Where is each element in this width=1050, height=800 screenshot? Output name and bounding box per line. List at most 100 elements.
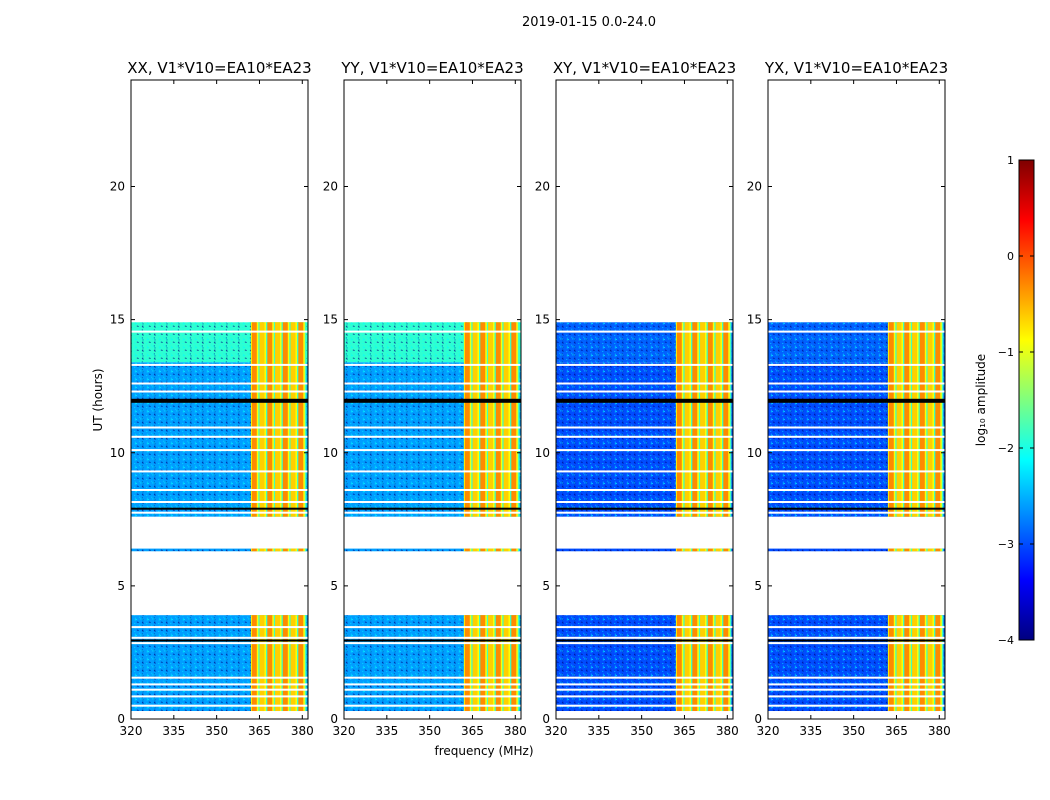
gap-line [556, 642, 733, 645]
rfi-separator [517, 548, 520, 552]
rfi-separator [502, 615, 504, 712]
rfi-stripe [684, 548, 690, 552]
rfi-separator [502, 548, 504, 552]
gap-line [131, 363, 308, 366]
gap-line [768, 489, 945, 491]
rfi-separator [517, 615, 520, 712]
heatmap-image [344, 322, 521, 712]
flagged-line [131, 507, 308, 510]
gap-line [768, 382, 945, 385]
x-tick-label: 380 [504, 724, 527, 738]
noise-texture [768, 548, 945, 552]
rfi-separator [297, 322, 299, 517]
y-tick-label: 15 [535, 313, 550, 327]
rfi-separator [934, 615, 936, 712]
axes-frame [343, 79, 522, 720]
gap-line [556, 390, 733, 393]
y-tick-label: 15 [110, 313, 125, 327]
rfi-stripe [290, 615, 296, 712]
x-tick-label: 320 [120, 724, 143, 738]
flagged-line [768, 639, 945, 642]
rfi-separator [486, 615, 489, 712]
gap-line [344, 435, 521, 438]
gap-line [344, 511, 521, 514]
rfi-separator [281, 548, 284, 552]
gap-line [131, 695, 308, 698]
gap-line [344, 683, 521, 686]
rfi-separator [479, 322, 481, 517]
rfi-separator [729, 548, 732, 552]
panel-title: XY, V1*V10=EA10*EA23 [553, 59, 736, 77]
rfi-separator [714, 615, 716, 712]
x-axis-label: frequency (MHz) [434, 744, 533, 758]
x-tick-label: 335 [162, 724, 185, 738]
gap-line [768, 688, 945, 691]
rfi-stripe [488, 548, 493, 552]
rfi-separator [903, 615, 905, 712]
rfi-separator [722, 322, 724, 517]
panel-title: XX, V1*V10=EA10*EA23 [127, 59, 311, 77]
rfi-separator [502, 322, 504, 517]
rfi-separator [266, 615, 268, 712]
rfi-stripe [888, 548, 894, 552]
flagged-line [344, 639, 521, 642]
rfi-separator [729, 322, 732, 517]
rfi-separator [895, 322, 897, 517]
rfi-stripe [298, 548, 304, 552]
rfi-stripe [912, 322, 917, 517]
rfi-stripe [259, 615, 265, 712]
rfi-stripe [488, 322, 493, 517]
rfi-stripe [511, 548, 517, 552]
rfi-separator [281, 615, 284, 712]
rfi-stripe [896, 548, 902, 552]
panel-xy: XY, V1*V10=EA10*EA23 320 335 350 365 380 0 5 10 1… [535, 59, 739, 738]
gap-line [344, 636, 521, 639]
x-tick-label: 335 [587, 724, 610, 738]
rfi-separator [941, 322, 944, 517]
rfi-stripe [700, 548, 705, 552]
gap-line [344, 642, 521, 645]
gap-line [768, 695, 945, 698]
rfi-stripe [912, 548, 917, 552]
rfi-stripe [927, 548, 933, 552]
rfi-stripe [511, 322, 517, 517]
gap-line [131, 676, 308, 679]
gap-line [131, 449, 308, 452]
noise-texture [344, 548, 521, 552]
rfi-stripe [904, 322, 910, 517]
rfi-stripe [290, 548, 296, 552]
panel-xx: XX, V1*V10=EA10*EA23 320 335 350 365 380 0 5 10 1… [110, 59, 314, 738]
rfi-separator [486, 548, 489, 552]
rfi-stripe [896, 322, 902, 517]
x-tick-label: 365 [248, 724, 271, 738]
gap-line [768, 636, 945, 639]
y-tick-label: 10 [535, 446, 550, 460]
gap-line [344, 426, 521, 429]
rfi-stripe [503, 322, 509, 517]
rfi-stripe [480, 322, 486, 517]
rfi-stripe [904, 548, 910, 552]
rfi-stripe [700, 615, 705, 712]
rfi-stripe [723, 322, 729, 517]
panel-yy: YY, V1*V10=EA10*EA23 320 335 350 365 380 0 5 10 1… [323, 59, 527, 738]
gap-line [131, 501, 308, 503]
gap-line [556, 426, 733, 429]
x-tick-label: 380 [928, 724, 951, 738]
rfi-separator [683, 322, 685, 517]
y-tick-label: 0 [117, 712, 125, 726]
y-tick-label: 20 [747, 180, 762, 194]
x-tick-label: 350 [418, 724, 441, 738]
colorbar-label: log₁₀ amplitude [974, 354, 988, 446]
rfi-separator [258, 548, 260, 552]
rfi-stripe [511, 615, 517, 712]
colorbar-gradient [1018, 159, 1035, 641]
gap-line [344, 695, 521, 698]
x-tick-label: 350 [205, 724, 228, 738]
colorbar-tick-label: 1 [1007, 154, 1014, 167]
rfi-separator [471, 548, 473, 552]
rfi-separator [494, 548, 497, 552]
gap-line [131, 426, 308, 429]
gap-line [344, 382, 521, 385]
colorbar-tick-label: 0 [1007, 250, 1014, 263]
flagged-line [556, 639, 733, 642]
